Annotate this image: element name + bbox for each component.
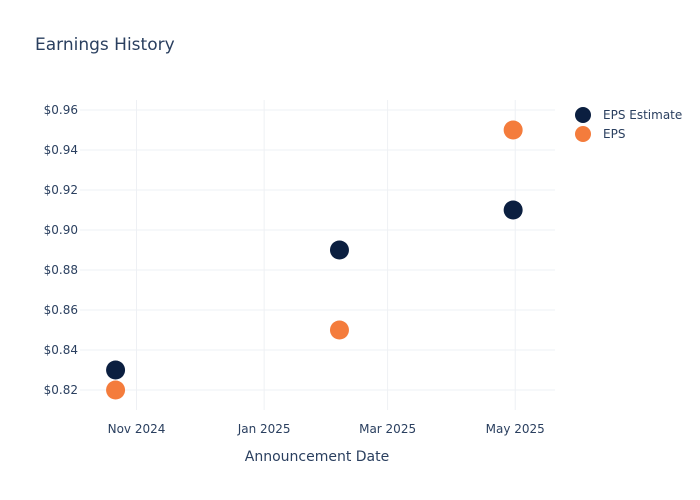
eps-point[interactable] (329, 320, 349, 340)
legend[interactable]: EPS Estimate EPS (575, 107, 682, 142)
y-axis-tick-labels: $0.82 $0.84 $0.86 $0.88 $0.90 $0.92 $0.94 $0.96 (44, 103, 78, 397)
x-tick-label: Jan 2025 (237, 422, 291, 436)
legend-item-eps-estimate[interactable]: EPS Estimate (575, 107, 682, 123)
legend-label: EPS (603, 127, 625, 141)
y-tick-label: $0.94 (44, 143, 78, 157)
y-tick-label: $0.96 (44, 103, 78, 117)
y-tick-label: $0.92 (44, 183, 78, 197)
legend-item-eps[interactable]: EPS (575, 126, 625, 142)
x-axis-title: Announcement Date (245, 449, 389, 465)
x-tick-label: Mar 2025 (359, 422, 416, 436)
x-axis-tick-labels: Nov 2024 Jan 2025 Mar 2025 May 2025 (108, 422, 545, 436)
y-tick-label: $0.82 (44, 383, 78, 397)
legend-label: EPS Estimate (603, 108, 682, 122)
eps-estimate-point[interactable] (503, 200, 523, 220)
grid-lines (80, 100, 555, 410)
y-tick-label: $0.84 (44, 343, 78, 357)
eps-estimate-point[interactable] (329, 240, 349, 260)
legend-marker-eps-estimate (575, 107, 591, 123)
eps-estimate-point[interactable] (106, 360, 126, 380)
data-points (106, 120, 523, 400)
y-tick-label: $0.90 (44, 223, 78, 237)
y-tick-label: $0.86 (44, 303, 78, 317)
x-tick-label: May 2025 (486, 422, 545, 436)
x-tick-label: Nov 2024 (108, 422, 166, 436)
eps-point[interactable] (503, 120, 523, 140)
y-tick-label: $0.88 (44, 263, 78, 277)
chart-title: Earnings History (35, 35, 175, 55)
eps-point[interactable] (106, 380, 126, 400)
legend-marker-eps (575, 126, 591, 142)
